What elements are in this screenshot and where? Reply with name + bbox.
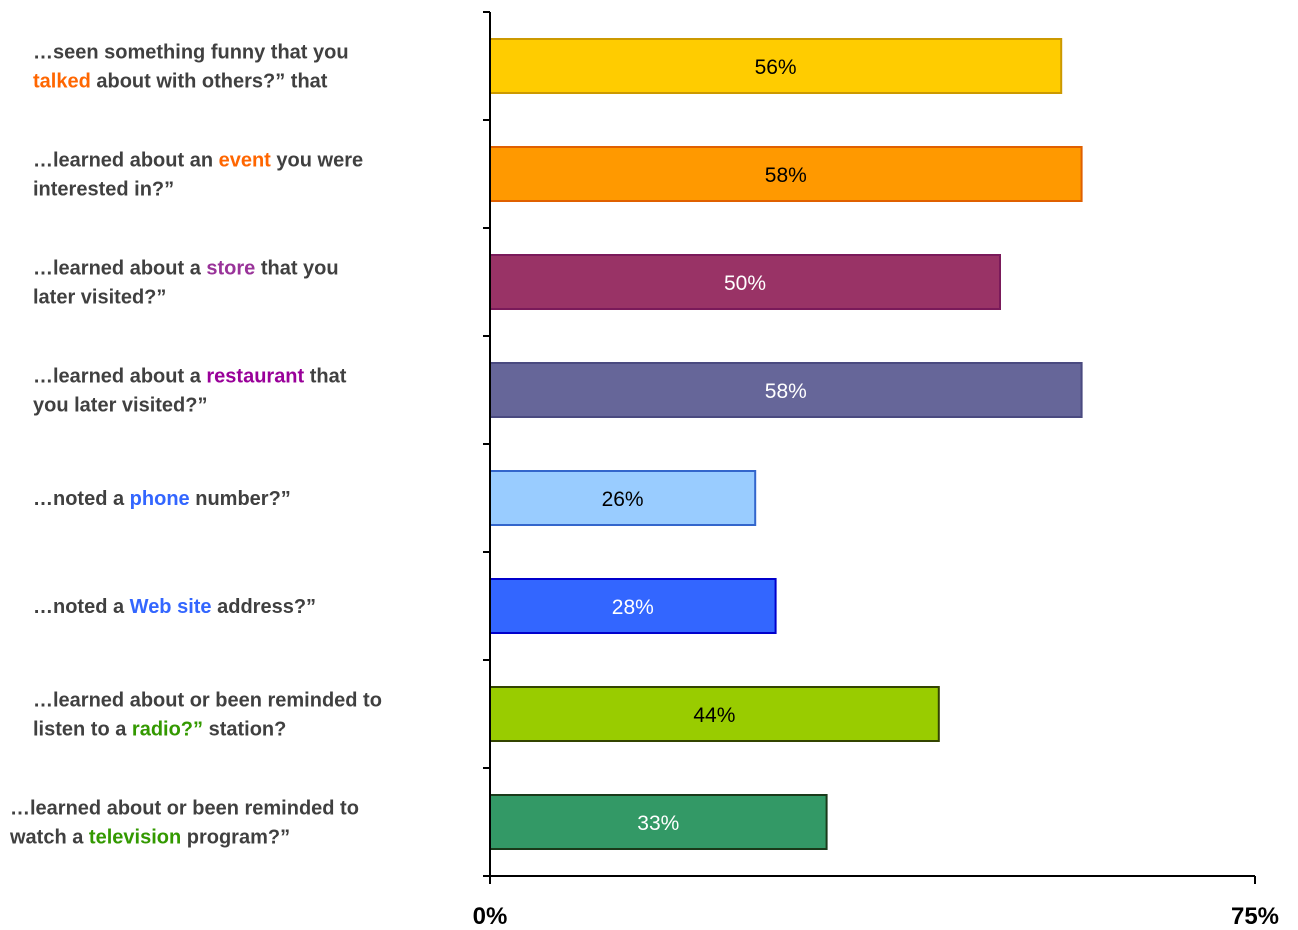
category-label-segment: station? bbox=[203, 719, 286, 741]
bar-value-label: 58% bbox=[765, 380, 807, 403]
category-label-segment: …learned about an bbox=[33, 150, 219, 172]
category-label: …noted a Web site address?” bbox=[33, 596, 316, 618]
category-label: …learned about a store that you later vis… bbox=[33, 258, 339, 309]
category-label-segment: radio?” bbox=[132, 719, 203, 741]
bar-value-label: 26% bbox=[602, 488, 644, 511]
category-label: …learned about or been reminded to listen… bbox=[33, 690, 382, 741]
category-labels: …seen something funny that you talked abo… bbox=[9, 42, 382, 849]
category-label: …noted a phone number?” bbox=[33, 488, 291, 510]
category-label-segment: phone bbox=[130, 488, 190, 510]
axes-group bbox=[489, 12, 1255, 877]
x-tick-label: 0% bbox=[473, 903, 508, 930]
category-label-segment: number?” bbox=[190, 488, 291, 510]
category-label-segment: event bbox=[219, 150, 272, 172]
bar-value-label: 28% bbox=[612, 596, 654, 619]
category-label-segment: listen to a bbox=[33, 719, 132, 741]
category-label-segment: that bbox=[304, 366, 347, 388]
category-label-segment: talked bbox=[33, 71, 91, 93]
category-label: …learned about a restaurant that you late… bbox=[33, 366, 347, 417]
bar-value-label: 33% bbox=[637, 812, 679, 835]
bar-value-label: 58% bbox=[765, 164, 807, 187]
category-label: …seen something funny that you talked abo… bbox=[33, 42, 349, 93]
category-label-segment: you were bbox=[271, 150, 363, 172]
bar bbox=[489, 38, 1063, 94]
category-label-segment: …seen something funny that you bbox=[33, 42, 349, 64]
category-label-segment: later visited?” bbox=[33, 287, 166, 309]
category-label-segment: …learned about or been reminded to bbox=[10, 798, 359, 820]
category-label-segment: store bbox=[206, 258, 255, 280]
bar-value-label: 50% bbox=[724, 272, 766, 295]
bar-value-label: 44% bbox=[693, 704, 735, 727]
category-label-segment: television bbox=[89, 827, 181, 849]
category-label-segment: …learned about or been reminded to bbox=[33, 690, 382, 712]
category-label-segment: that you bbox=[255, 258, 338, 280]
bar bbox=[489, 362, 1083, 418]
category-label-segment: …noted a bbox=[33, 488, 130, 510]
bar bbox=[489, 470, 757, 526]
category-label-segment: …noted a bbox=[33, 596, 130, 618]
category-label-segment: address?” bbox=[212, 596, 316, 618]
category-label-segment: …learned about a bbox=[33, 258, 206, 280]
bar-value-label: 56% bbox=[755, 56, 797, 79]
category-label-segment: restaurant bbox=[206, 366, 304, 388]
category-label-segment: interested in?” bbox=[33, 179, 174, 201]
category-label: …learned about an event you were interest… bbox=[33, 150, 363, 201]
category-label-segment: watch a bbox=[9, 827, 89, 849]
x-tick-label: 75% bbox=[1231, 903, 1279, 930]
category-label-segment: Web site bbox=[130, 596, 212, 618]
category-label-segment: program?” bbox=[181, 827, 290, 849]
category-label-segment: …learned about a bbox=[33, 366, 206, 388]
bar bbox=[489, 146, 1083, 202]
category-label-segment: you later visited?” bbox=[33, 395, 208, 417]
bar bbox=[489, 686, 940, 742]
category-label: …learned about or been reminded to watch … bbox=[9, 798, 359, 849]
ticks-group: 0% 75% bbox=[473, 11, 1279, 930]
bars-group: 56% 58% 50% 58% 26% 28% 44% 33% bbox=[489, 38, 1083, 850]
category-label-segment: about with others?” that bbox=[91, 71, 328, 93]
bar bbox=[489, 254, 1001, 310]
